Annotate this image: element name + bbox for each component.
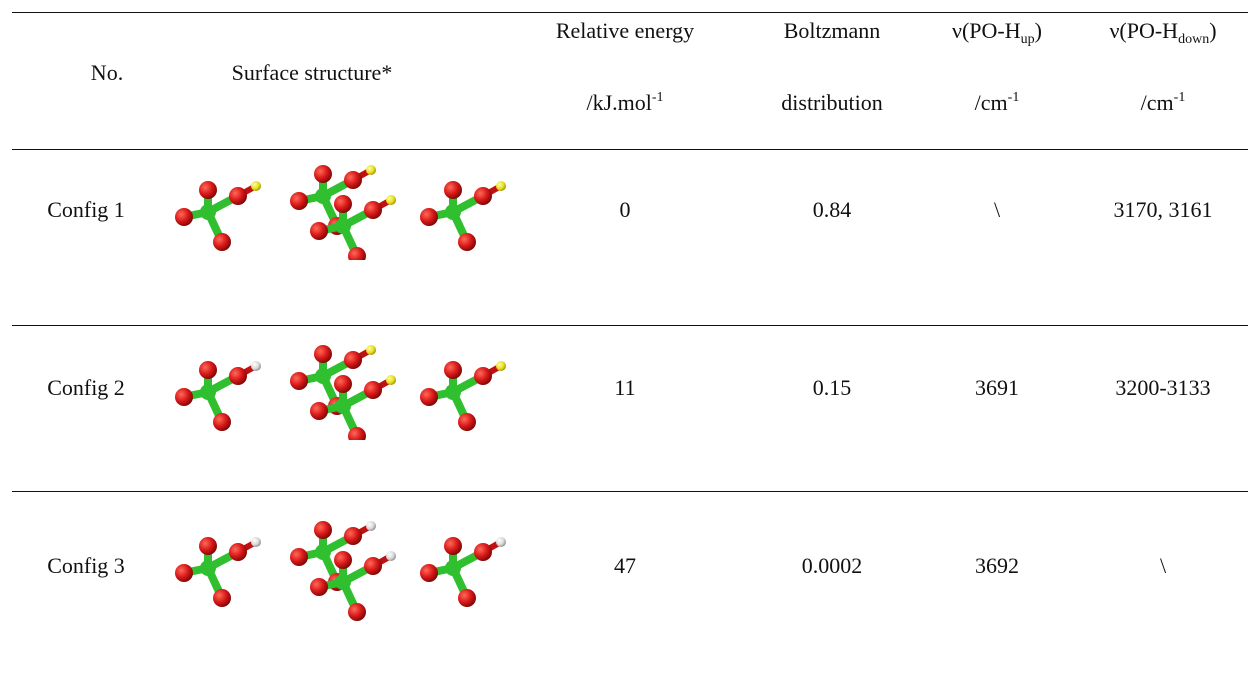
top-rule	[12, 12, 1248, 14]
row1-up: \	[993, 197, 1001, 222]
row2-boltzmann: 0.15	[812, 375, 852, 400]
row3-surface-structure-image	[175, 521, 506, 621]
up-suffix: )	[1034, 18, 1042, 43]
row1-surface-structure-image	[175, 165, 506, 260]
row1-down: 3170, 3161	[1113, 197, 1213, 222]
row2-down: 3200-3133	[1115, 375, 1211, 400]
row3-config: Config 3	[47, 553, 125, 578]
energy-unit: /kJ.mol	[586, 90, 652, 115]
row3-boltzmann: 0.0002	[801, 553, 863, 578]
down-unit-sup: -1	[1173, 90, 1186, 105]
header-boltzmann-line1: Boltzmann	[783, 18, 881, 43]
header-surface-structure: Surface structure*	[231, 60, 393, 85]
header-energy-line1: Relative energy	[555, 18, 695, 43]
header-up-unit: /cm-1	[974, 90, 1020, 115]
row3-up: 3692	[975, 553, 1019, 578]
down-prefix: ν(PO-H	[1109, 18, 1179, 43]
row3-energy: 47	[614, 553, 636, 578]
row2-up: 3691	[975, 375, 1019, 400]
down-unit: /cm	[1140, 90, 1174, 115]
row2-energy: 11	[614, 375, 636, 400]
row3-down: \	[1159, 553, 1167, 578]
row1-config: Config 1	[47, 197, 125, 222]
row1-boltzmann: 0.84	[812, 197, 852, 222]
up-unit: /cm	[974, 90, 1008, 115]
header-down: ν(PO-Hdown)	[1109, 18, 1217, 47]
header-down-unit: /cm-1	[1140, 90, 1186, 115]
header-energy-line2: /kJ.mol-1	[586, 90, 664, 115]
header-up: ν(PO-Hup)	[952, 18, 1042, 47]
up-unit-sup: -1	[1007, 90, 1020, 105]
down-sub: down	[1178, 32, 1210, 47]
up-prefix: ν(PO-H	[952, 18, 1021, 43]
header-boltzmann-line2: distribution	[781, 90, 883, 115]
down-suffix: )	[1209, 18, 1217, 43]
row2-rule	[12, 491, 1248, 493]
up-sub: up	[1020, 32, 1035, 47]
row1-rule	[12, 325, 1248, 327]
energy-unit-sup: -1	[651, 90, 664, 105]
row1-energy: 0	[619, 197, 631, 222]
row2-surface-structure-image	[175, 345, 506, 440]
row2-config: Config 2	[47, 375, 125, 400]
header-no: No.	[90, 60, 124, 85]
header-rule	[12, 149, 1248, 151]
